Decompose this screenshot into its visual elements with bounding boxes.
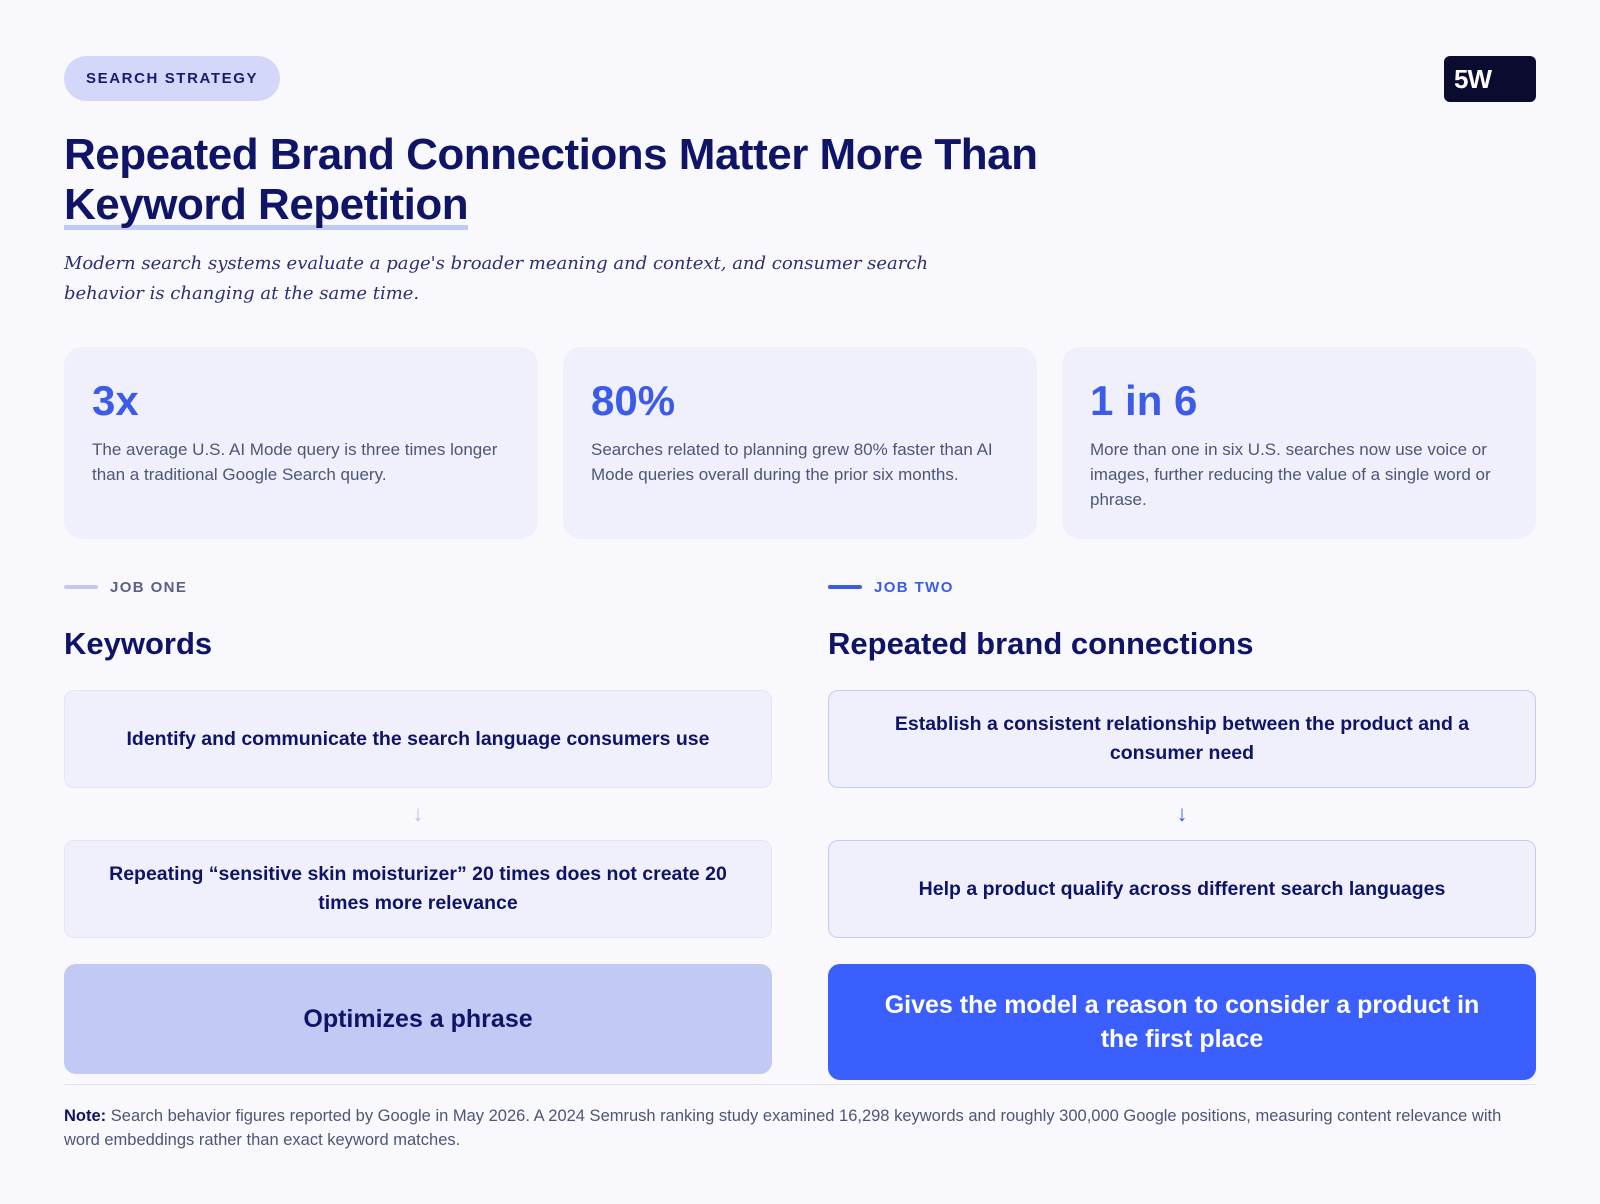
- arrow-down-icon: ↓: [1176, 801, 1188, 826]
- job-two-label-text: JOB TWO: [874, 578, 954, 596]
- footer-note: Note: Search behavior figures reported b…: [64, 1104, 1536, 1152]
- label-bar: [64, 585, 98, 589]
- stat-text: More than one in six U.S. searches now u…: [1090, 440, 1491, 509]
- job-two-step-1: Establish a consistent relationship betw…: [828, 690, 1536, 788]
- label-bar: [828, 585, 862, 589]
- footer-divider: [64, 1084, 1536, 1085]
- stat-text: The average U.S. AI Mode query is three …: [92, 440, 498, 484]
- page-subtitle: Modern search systems evaluate a page's …: [64, 253, 929, 304]
- job-one-label: JOB ONE: [64, 576, 772, 598]
- stat-card: 1 in 6 More than one in six U.S. searche…: [1062, 347, 1536, 539]
- stat-value: 1 in 6: [1090, 377, 1198, 424]
- brand-logo: 5W: [1444, 56, 1536, 102]
- job-one-title: Keywords: [64, 626, 213, 661]
- stat-card: 3x The average U.S. AI Mode query is thr…: [64, 347, 538, 539]
- arrow-down-icon: ↓: [412, 801, 424, 826]
- title-line-2: Keyword Repetition: [64, 180, 469, 229]
- job-two-title: Repeated brand connections: [828, 626, 1254, 661]
- job-two-label: JOB TWO: [828, 576, 1536, 598]
- infographic-page: SEARCH STRATEGY 5W Repeated Brand Connec…: [64, 56, 1536, 1186]
- stat-text: Searches related to planning grew 80% fa…: [591, 440, 993, 484]
- job-one-result: Optimizes a phrase: [64, 964, 772, 1074]
- job-one-step-2: Repeating “sensitive skin moisturizer” 2…: [64, 840, 772, 938]
- page-title: Repeated Brand Connections Matter More T…: [64, 130, 1164, 230]
- job-one-column: JOB ONE Keywords Identify and communicat…: [64, 576, 772, 1074]
- note-label: Note:: [64, 1107, 107, 1125]
- section-tag: SEARCH STRATEGY: [64, 56, 281, 101]
- job-one-label-text: JOB ONE: [110, 578, 188, 596]
- stat-value: 80%: [591, 377, 676, 424]
- title-line-1: Repeated Brand Connections Matter More T…: [64, 130, 1038, 179]
- note-text: Search behavior figures reported by Goog…: [64, 1107, 1502, 1149]
- stat-value: 3x: [92, 377, 139, 424]
- job-two-column: JOB TWO Repeated brand connections Estab…: [828, 576, 1536, 1080]
- stat-card: 80% Searches related to planning grew 80…: [563, 347, 1037, 539]
- job-one-step-1: Identify and communicate the search lang…: [64, 690, 772, 788]
- stats-row: 3x The average U.S. AI Mode query is thr…: [64, 347, 1536, 539]
- job-two-step-2: Help a product qualify across different …: [828, 840, 1536, 938]
- job-two-result: Gives the model a reason to consider a p…: [828, 964, 1536, 1080]
